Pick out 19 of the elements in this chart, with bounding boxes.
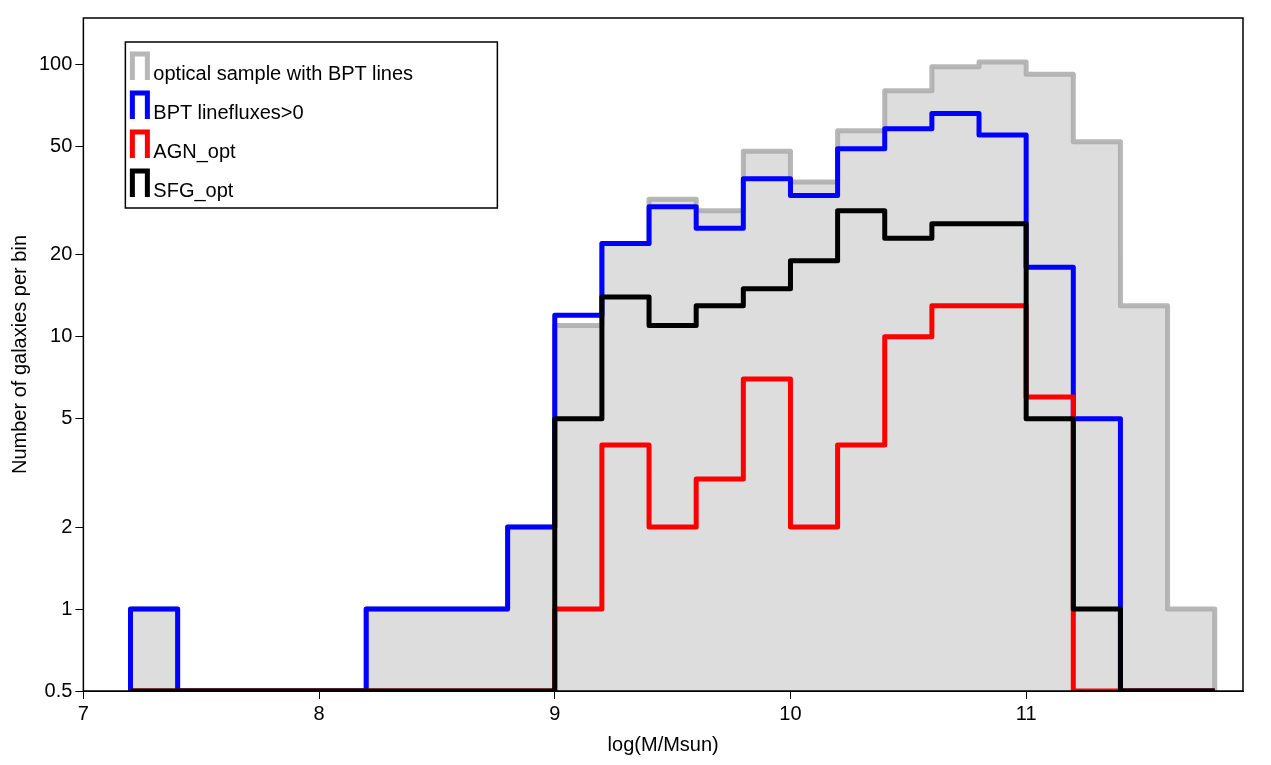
y-tick-label: 2 <box>61 514 73 537</box>
x-tick-label: 9 <box>549 701 561 724</box>
legend-label: optical sample with BPT lines <box>153 61 414 84</box>
y-tick-label: 100 <box>38 51 73 74</box>
y-tick-label: 20 <box>50 242 73 265</box>
legend-label: BPT linefluxes>0 <box>153 100 304 123</box>
legend-label: AGN_opt <box>153 139 237 163</box>
x-tick-label: 11 <box>1015 701 1037 724</box>
y-tick-label: 1 <box>61 596 73 619</box>
x-tick-label: 7 <box>77 701 89 724</box>
y-tick-label: 10 <box>50 324 73 347</box>
y-axis-title: Number of galaxies per bin <box>7 234 30 475</box>
x-axis-title: log(M/Msun) <box>607 732 719 755</box>
x-tick-label: 8 <box>313 701 325 724</box>
y-tick-label: 0.5 <box>44 678 73 701</box>
legend-label: SFG_opt <box>153 178 234 202</box>
y-tick-label: 5 <box>61 406 73 429</box>
x-tick-label: 10 <box>779 701 802 724</box>
y-tick-label: 50 <box>50 133 73 156</box>
